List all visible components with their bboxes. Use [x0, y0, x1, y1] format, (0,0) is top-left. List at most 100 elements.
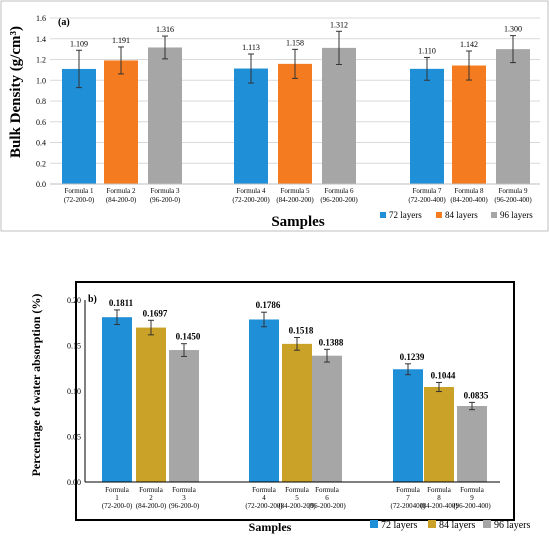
- data-label: 0.1044: [431, 370, 456, 380]
- x-tick-label: 2: [149, 494, 153, 502]
- x-tick-label: Formula: [427, 486, 452, 494]
- data-label: 1.110: [418, 46, 436, 55]
- legend-label: 96 layers: [500, 210, 533, 220]
- x-tick-label: (84-200-400): [420, 502, 458, 510]
- x-tick-label: (96-200-0): [169, 502, 200, 510]
- panel-b-chart: 0.00 0.05 0.10 0.15 0.20 0.1811 0.1697 0.1450 0…: [29, 281, 530, 534]
- data-label: 0.1811: [109, 298, 134, 308]
- x-tick-label: Formula 3: [151, 187, 180, 195]
- legend-label: 72 layers: [381, 520, 417, 531]
- bar: [496, 49, 530, 184]
- x-tick-label: Formula: [396, 486, 421, 494]
- y-tick-label: 0.6: [36, 118, 46, 127]
- panel-a-y-axis-title: Bulk Density (g/cm³): [8, 26, 24, 158]
- legend-label: 84 layers: [445, 210, 478, 220]
- y-tick-label: 0.00: [67, 478, 81, 487]
- data-label: 0.1239: [400, 352, 425, 362]
- data-label: 0.1388: [319, 337, 344, 347]
- data-label: 0.0835: [464, 390, 489, 400]
- bar: [312, 355, 342, 482]
- x-tick-label: Formula: [105, 486, 130, 494]
- legend-label: 72 layers: [389, 210, 422, 220]
- x-tick-label: 6: [325, 494, 329, 502]
- data-label: 1.316: [156, 25, 174, 34]
- data-label: 0.1518: [289, 325, 314, 335]
- x-tick-label: (96-200-400): [453, 502, 491, 510]
- x-tick-label: (72-200-0): [64, 196, 95, 204]
- data-label: 1.158: [286, 38, 304, 47]
- x-tick-label: (72-200-200): [245, 502, 283, 510]
- x-tick-label: Formula 4: [237, 187, 266, 195]
- x-tick-label: (96-200-400): [494, 196, 532, 204]
- bar: [169, 350, 199, 482]
- y-tick-label: 0.4: [36, 139, 46, 148]
- x-tick-label: Formula 1: [65, 187, 94, 195]
- legend-swatch: [380, 212, 386, 218]
- y-tick-label: 1.0: [36, 76, 46, 85]
- legend-label: 96 layers: [494, 520, 530, 531]
- x-tick-label: (72-200400): [391, 502, 427, 510]
- legend-swatch: [370, 520, 378, 528]
- x-tick-label: Formula: [139, 486, 164, 494]
- x-tick-label: 8: [437, 494, 441, 502]
- x-tick-label: (96-200-200): [320, 196, 358, 204]
- y-tick-label: 1.6: [36, 14, 46, 23]
- x-tick-label: (84-200-400): [450, 196, 488, 204]
- bar: [62, 68, 96, 184]
- panel-b-y-axis-title: Percentage of water absorption (%): [29, 294, 43, 477]
- x-tick-label: Formula: [460, 486, 485, 494]
- x-tick-label: Formula: [285, 486, 310, 494]
- data-label: 1.191: [112, 36, 130, 45]
- x-tick-label: 9: [470, 494, 474, 502]
- data-label: 1.142: [460, 40, 478, 49]
- data-label: 1.312: [330, 20, 348, 29]
- legend-swatch: [436, 212, 442, 218]
- bar: [234, 68, 268, 184]
- x-tick-label: 7: [406, 494, 410, 502]
- bar: [282, 343, 312, 482]
- x-tick-label: Formula: [252, 486, 277, 494]
- x-tick-label: Formula: [172, 486, 197, 494]
- data-label: 0.1786: [256, 300, 281, 310]
- bar: [249, 319, 279, 482]
- legend-swatch: [483, 520, 491, 528]
- bar: [393, 369, 423, 482]
- bar: [452, 65, 486, 184]
- x-tick-label: Formula 2: [107, 187, 136, 195]
- x-tick-label: (84-200-0): [106, 196, 137, 204]
- bar: [424, 386, 454, 482]
- panel-a-x-axis-title: Samples: [271, 214, 325, 230]
- y-tick-label: 0.05: [67, 433, 81, 442]
- x-tick-label: (96-200-0): [150, 196, 181, 204]
- x-tick-label: (84-200-200): [276, 196, 314, 204]
- legend-label: 84 layers: [439, 520, 475, 531]
- y-tick-label: 0.0: [36, 180, 46, 189]
- x-tick-label: (84-200-0): [136, 502, 167, 510]
- x-tick-label: (72-200-200): [232, 196, 270, 204]
- x-tick-label: Formula 7: [413, 187, 442, 195]
- y-tick-label: 1.2: [36, 56, 46, 65]
- x-tick-label: (72-200-0): [102, 502, 133, 510]
- y-tick-label: 1.4: [36, 35, 46, 44]
- data-label: 1.109: [70, 39, 88, 48]
- x-tick-label: Formula 5: [281, 187, 310, 195]
- bar: [148, 47, 182, 185]
- panel-a-chart: 0.0 0.2 0.4 0.6 0.8 1.0 1.2 1.4 1.6 1.109 1.191 1.…: [0, 0, 549, 232]
- bar: [104, 60, 138, 185]
- x-tick-label: Formula 9: [499, 187, 528, 195]
- x-tick-label: (72-200-400): [408, 196, 446, 204]
- data-label: 1.113: [242, 43, 260, 52]
- bar: [457, 406, 487, 482]
- x-tick-label: Formula 6: [325, 187, 354, 195]
- y-tick-label: 0.20: [67, 296, 81, 305]
- y-tick-label: 0.15: [67, 342, 81, 351]
- data-label: 0.1697: [143, 308, 168, 318]
- x-tick-label: 1: [115, 494, 119, 502]
- legend-swatch: [428, 520, 436, 528]
- y-tick-label: 0.10: [67, 387, 81, 396]
- x-tick-label: Formula: [315, 486, 340, 494]
- panel-b-x-axis-title: Samples: [249, 520, 292, 534]
- y-tick-label: 0.8: [36, 97, 46, 106]
- x-tick-label: 4: [262, 494, 266, 502]
